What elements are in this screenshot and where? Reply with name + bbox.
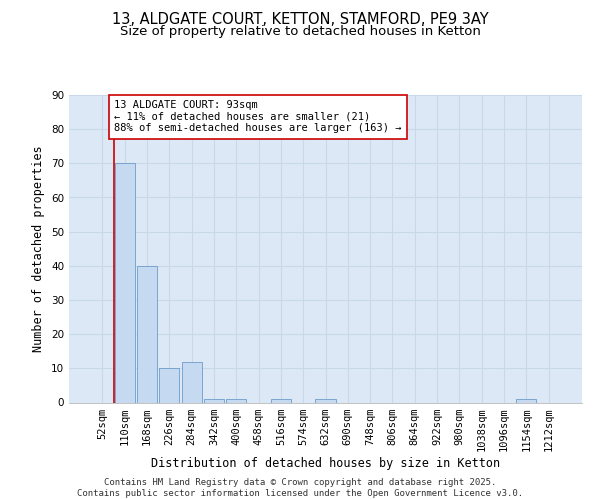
Bar [271,399,291,402]
Y-axis label: Number of detached properties: Number of detached properties [32,146,46,352]
Bar [204,399,224,402]
X-axis label: Distribution of detached houses by size in Ketton: Distribution of detached houses by size … [151,456,500,469]
Bar [159,368,179,402]
Text: Contains HM Land Registry data © Crown copyright and database right 2025.
Contai: Contains HM Land Registry data © Crown c… [77,478,523,498]
Text: Size of property relative to detached houses in Ketton: Size of property relative to detached ho… [119,25,481,38]
Bar [137,266,157,402]
Text: 13, ALDGATE COURT, KETTON, STAMFORD, PE9 3AY: 13, ALDGATE COURT, KETTON, STAMFORD, PE9… [112,12,488,28]
Text: 13 ALDGATE COURT: 93sqm
← 11% of detached houses are smaller (21)
88% of semi-de: 13 ALDGATE COURT: 93sqm ← 11% of detache… [114,100,401,134]
Bar [516,399,536,402]
Bar [115,164,135,402]
Bar [316,399,335,402]
Bar [182,362,202,403]
Bar [226,399,246,402]
